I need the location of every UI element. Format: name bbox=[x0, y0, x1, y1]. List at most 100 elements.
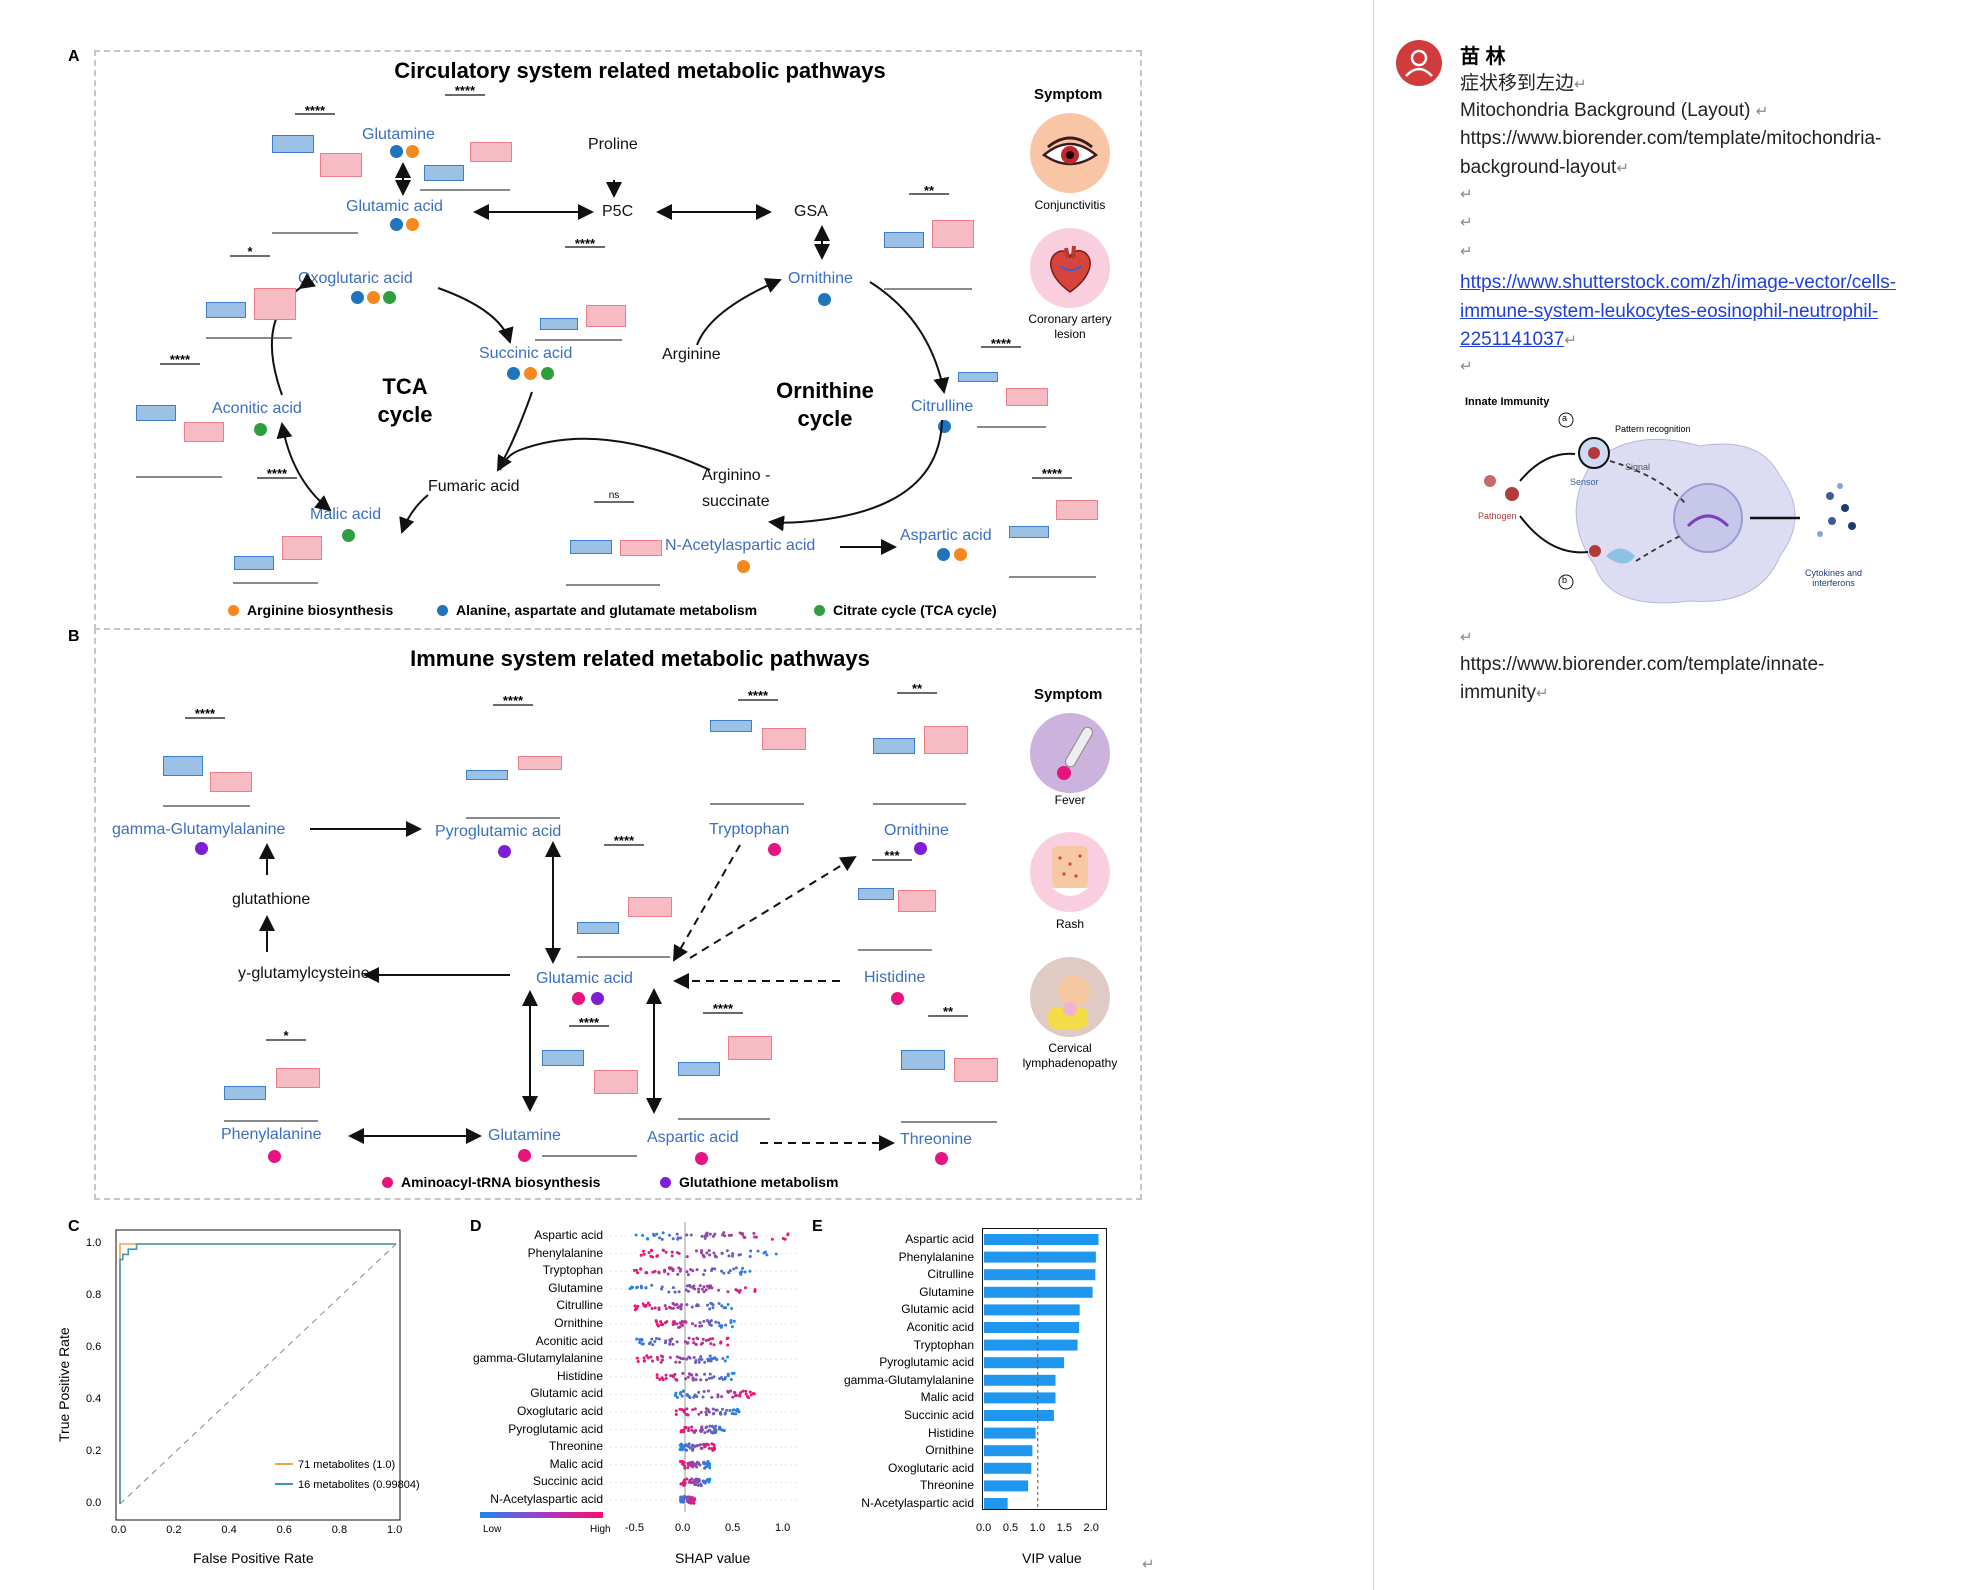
boxplot-case bbox=[1006, 388, 1048, 406]
shap-point bbox=[704, 1461, 708, 1465]
dot-blue bbox=[390, 145, 403, 158]
shap-point bbox=[635, 1337, 639, 1341]
vip-bar bbox=[984, 1445, 1033, 1457]
node-y-glutamylcysteine: y-glutamylcysteine bbox=[238, 965, 370, 982]
shap-point bbox=[713, 1267, 717, 1271]
shap-point bbox=[709, 1357, 713, 1361]
shap-point bbox=[704, 1378, 708, 1382]
shap-point bbox=[708, 1253, 712, 1257]
shap-point bbox=[695, 1336, 699, 1340]
shap-point bbox=[681, 1462, 685, 1466]
shutterstock-link-2[interactable]: immune-system-leukocytes-eosinophil-neut… bbox=[1460, 301, 1879, 322]
vip-bar bbox=[984, 1269, 1096, 1281]
vip-category-label: Threonine bbox=[919, 1478, 974, 1493]
shap-point bbox=[665, 1320, 669, 1324]
shap-point bbox=[720, 1395, 724, 1399]
shap-point bbox=[707, 1447, 711, 1451]
shap-point bbox=[710, 1286, 714, 1290]
shap-feature-label: Glutamic acid bbox=[530, 1386, 603, 1401]
shap-point bbox=[765, 1253, 769, 1257]
avatar-icon[interactable] bbox=[1396, 40, 1442, 86]
shap-point bbox=[678, 1392, 682, 1396]
node-aspartic-acid-b: Aspartic acid bbox=[647, 1129, 739, 1146]
shap-point bbox=[700, 1425, 704, 1429]
vip-bar bbox=[984, 1374, 1056, 1386]
empty-paragraph: ↵ bbox=[1460, 214, 1473, 231]
vip-xtick: 0.5 bbox=[1002, 1522, 1019, 1534]
node-arginine: Arginine bbox=[662, 346, 721, 363]
shap-point bbox=[721, 1357, 725, 1361]
shap-point bbox=[723, 1376, 727, 1380]
shap-point bbox=[655, 1232, 659, 1236]
roc-ytick: 0.8 bbox=[86, 1289, 102, 1301]
shap-point bbox=[687, 1442, 691, 1446]
shap-point bbox=[691, 1377, 695, 1381]
shap-point bbox=[660, 1354, 664, 1358]
node-glutamine-b: Glutamine bbox=[488, 1127, 561, 1144]
sig-his: *** bbox=[884, 848, 900, 863]
shap-point bbox=[710, 1424, 714, 1428]
shap-point bbox=[702, 1285, 706, 1289]
shap-point bbox=[685, 1448, 689, 1452]
shap-point bbox=[743, 1270, 747, 1274]
node-fumaric-acid: Fumaric acid bbox=[428, 478, 520, 495]
panel-e-letter: E bbox=[812, 1218, 823, 1235]
shap-point bbox=[670, 1337, 674, 1341]
shap-point bbox=[685, 1255, 689, 1259]
shap-point bbox=[671, 1375, 675, 1379]
innate-immunity-image[interactable]: Innate Immunity a b Pattern recognition … bbox=[1460, 386, 1950, 626]
shap-point bbox=[685, 1233, 689, 1237]
shap-point bbox=[684, 1443, 688, 1447]
shap-point bbox=[781, 1237, 785, 1241]
shap-point bbox=[702, 1319, 706, 1323]
dot-purple bbox=[498, 845, 511, 858]
shap-point bbox=[695, 1444, 699, 1448]
shap-point bbox=[701, 1395, 705, 1399]
node-p5c: P5C bbox=[602, 203, 634, 220]
shap-point bbox=[677, 1266, 681, 1270]
shap-point bbox=[681, 1371, 685, 1375]
shap-point bbox=[654, 1319, 658, 1323]
shap-point bbox=[654, 1337, 658, 1341]
shap-point bbox=[659, 1320, 663, 1324]
shap-point bbox=[710, 1267, 714, 1271]
shutterstock-link-3[interactable]: 2251141037↵ bbox=[1460, 329, 1577, 350]
shap-feature-label: Aspartic acid bbox=[534, 1228, 603, 1242]
vip-bar bbox=[984, 1357, 1065, 1369]
shap-point bbox=[738, 1253, 742, 1257]
shap-point bbox=[678, 1360, 682, 1364]
shap-point bbox=[720, 1269, 724, 1273]
shap-point bbox=[675, 1395, 679, 1399]
shap-point bbox=[675, 1322, 679, 1326]
shap-point bbox=[708, 1466, 712, 1470]
dot-blue bbox=[390, 218, 403, 231]
comment-line-4: background-layout↵ bbox=[1460, 157, 1629, 178]
empty-paragraph: ↵ bbox=[1460, 358, 1473, 375]
vip-category-label: Aspartic acid bbox=[905, 1232, 974, 1246]
boxplot-control bbox=[858, 888, 894, 900]
comment-line-2: Mitochondria Background (Layout) ↵ bbox=[1460, 100, 1769, 121]
shutterstock-link-1[interactable]: https://www.shutterstock.com/zh/image-ve… bbox=[1460, 272, 1897, 293]
shap-point bbox=[744, 1392, 748, 1396]
shap-point bbox=[711, 1234, 715, 1238]
dot-pink bbox=[891, 992, 904, 1005]
shap-point bbox=[693, 1463, 697, 1467]
shap-point bbox=[686, 1466, 690, 1470]
node-pyroglutamic-acid: Pyroglutamic acid bbox=[435, 823, 562, 840]
vip-category-label: Pyroglutamic acid bbox=[879, 1355, 974, 1370]
dot-green bbox=[541, 367, 554, 380]
node-tryptophan: Tryptophan bbox=[709, 821, 790, 838]
shap-feature-label: Succinic acid bbox=[532, 1474, 603, 1489]
shap-xtick: 0.0 bbox=[675, 1522, 691, 1534]
shap-point bbox=[672, 1320, 676, 1324]
boxplot-case bbox=[1056, 500, 1098, 520]
shap-point bbox=[707, 1428, 711, 1432]
symptom-rash: Rash bbox=[1055, 917, 1084, 931]
shap-point bbox=[687, 1372, 691, 1376]
sig-phe: * bbox=[283, 1028, 289, 1043]
dot-orange bbox=[367, 291, 380, 304]
shap-point bbox=[726, 1355, 730, 1359]
shap-point bbox=[660, 1287, 664, 1291]
shap-point bbox=[669, 1374, 673, 1378]
shap-point bbox=[740, 1270, 744, 1274]
